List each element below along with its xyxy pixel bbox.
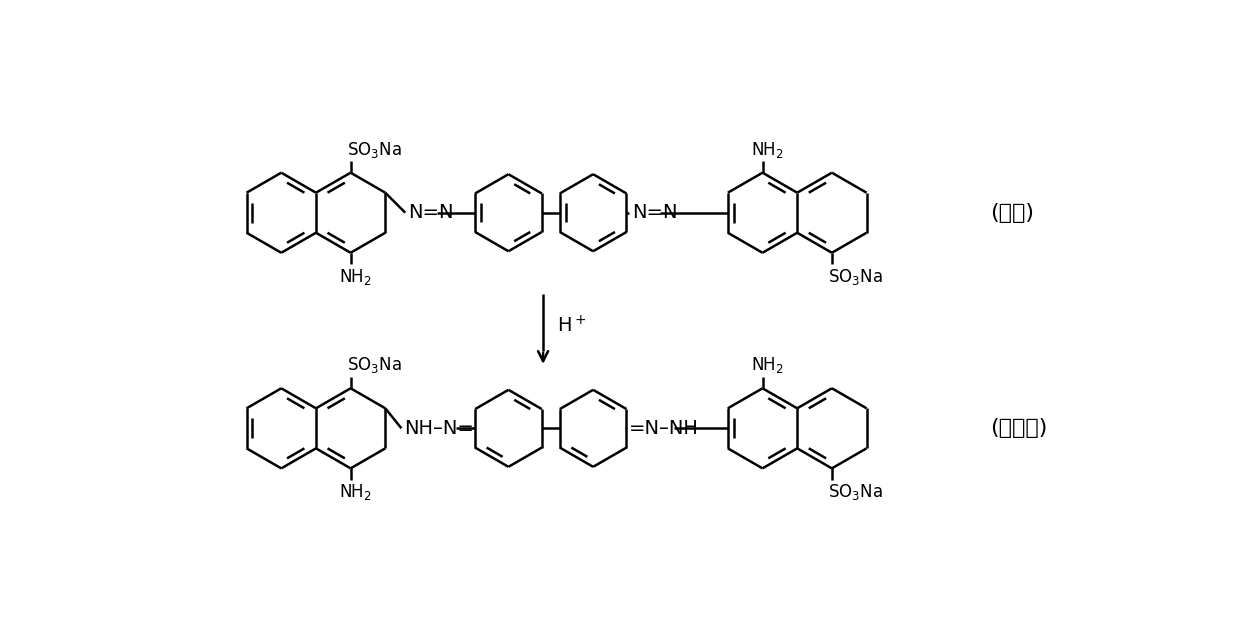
Text: H$^+$: H$^+$ [557, 315, 587, 336]
Text: NH$_2$: NH$_2$ [751, 140, 784, 160]
Text: N=N: N=N [408, 203, 454, 222]
Text: (红色): (红色) [990, 203, 1034, 223]
Text: N=N: N=N [631, 203, 677, 222]
Text: NH$_2$: NH$_2$ [339, 482, 372, 502]
Text: SO$_3$Na: SO$_3$Na [347, 355, 402, 375]
Text: SO$_3$Na: SO$_3$Na [828, 267, 883, 287]
Text: SO$_3$Na: SO$_3$Na [347, 140, 402, 160]
Text: NH$_2$: NH$_2$ [339, 267, 372, 287]
Text: (蓝紫色): (蓝紫色) [990, 419, 1047, 438]
Text: =N–NH: =N–NH [629, 419, 698, 438]
Text: NH$_2$: NH$_2$ [751, 355, 784, 375]
Text: SO$_3$Na: SO$_3$Na [828, 482, 883, 502]
Text: NH–N=: NH–N= [404, 419, 475, 438]
